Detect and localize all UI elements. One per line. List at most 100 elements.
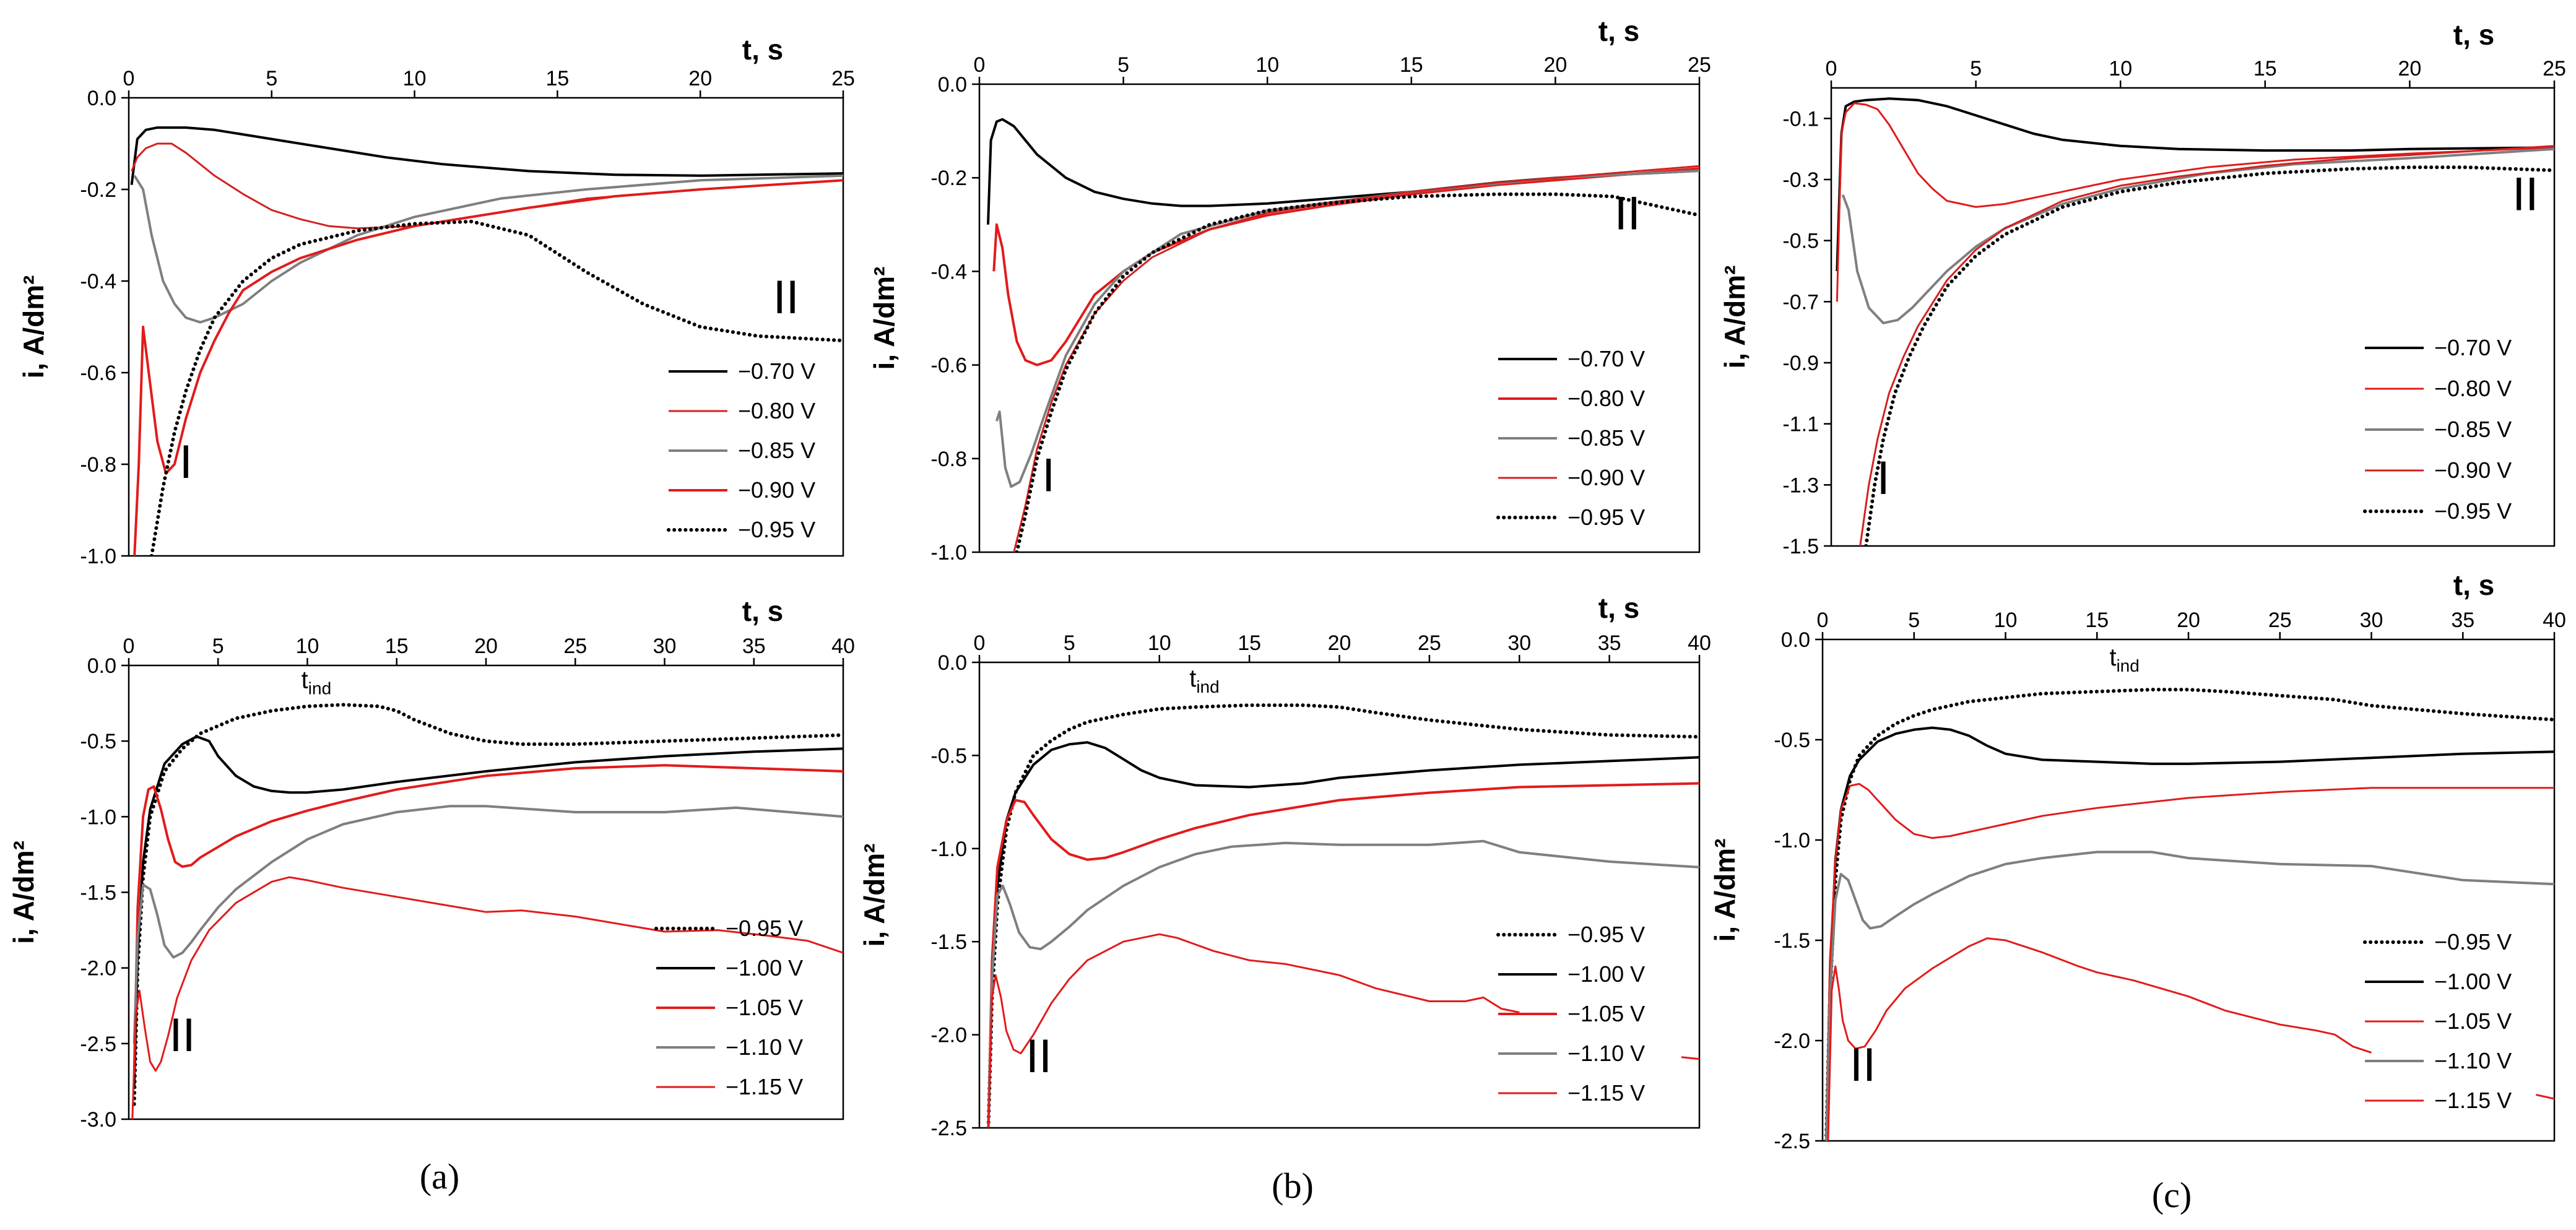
chart-b-top: 0 5 10 15 20 25 t, s 0.0 -0.2 -0.4 -0.6 -0.8 -1.0 i, … <box>868 15 1711 565</box>
y-tick-label: -2.5 <box>1774 1130 1810 1153</box>
x-tick-label: 0 <box>123 67 135 90</box>
y-tick-label: -0.4 <box>80 270 116 293</box>
x-axis-title: t, s <box>2453 569 2494 601</box>
legend-label: −0.85 V <box>2434 417 2512 442</box>
induction-time-subscript: ind <box>1196 677 1219 696</box>
x-tick-label: 25 <box>2543 57 2566 80</box>
series-line <box>987 933 1520 1128</box>
series-line <box>132 703 843 1106</box>
series-line <box>131 876 843 1119</box>
series-line <box>133 174 843 324</box>
y-tick-label: -0.8 <box>80 453 116 477</box>
y-tick-label: -0.2 <box>80 178 116 202</box>
legend-label: −1.00 V <box>2434 969 2512 994</box>
series-line <box>1864 165 2554 546</box>
series-line <box>130 126 843 185</box>
legend: −0.70 V −0.80 V −0.85 V −0.90 V −0.95 V <box>1496 346 1645 530</box>
x-tick-label: 15 <box>2253 57 2277 80</box>
x-axis-title: t, s <box>1598 15 1639 47</box>
legend-label: −1.05 V <box>1568 1001 1645 1026</box>
y-tick-label: -0.7 <box>1782 290 1819 314</box>
chart-c-bottom: 0 5 10 15 20 25 30 35 40 t, s 0.0 -0.5 -1.0 -1.5 -2.0 -… <box>1709 569 2566 1153</box>
x-axis-title: t, s <box>742 595 783 627</box>
legend-label: −0.95 V <box>2434 929 2512 955</box>
y-tick-label: -1.5 <box>80 881 116 905</box>
legend-label: −0.95 V <box>1568 505 1645 530</box>
x-tick-label: 10 <box>296 634 319 658</box>
y-tick-label: -1.5 <box>1782 535 1819 558</box>
legend-label: −0.95 V <box>2434 498 2512 524</box>
series-group <box>987 118 1699 552</box>
induction-time-subscript: ind <box>2116 656 2139 675</box>
x-tick-label: 10 <box>2109 57 2132 80</box>
y-tick-label: 0.0 <box>1781 628 1810 652</box>
series-line <box>1859 145 2554 546</box>
legend-label: −0.70 V <box>738 358 815 384</box>
series-line <box>1836 97 2554 272</box>
series-line <box>133 179 843 556</box>
series-line <box>1836 102 2554 302</box>
chart-a-bottom: 0 5 10 15 20 25 30 35 40 t, s 0.0 -0.5 -1.0 -1.5 -2.0 -… <box>7 595 855 1132</box>
chart-b-bottom: 0 5 10 15 20 25 30 35 40 t, s 0.0 -0.5 -1.0 -1.5 -2.0 -… <box>858 592 1711 1140</box>
induction-time-label: tind <box>2109 644 2140 675</box>
x-tick-label: 0 <box>123 634 135 658</box>
legend-label: −0.85 V <box>738 438 815 463</box>
x-tick-label: 40 <box>2543 609 2566 632</box>
y-tick-label: -1.0 <box>80 805 116 829</box>
legend-label: −0.70 V <box>1568 346 1645 371</box>
x-tick-label: 40 <box>831 634 855 658</box>
x-tick-label: 35 <box>1598 631 1621 655</box>
legend-label: −1.10 V <box>726 1034 803 1060</box>
x-tick-label: 20 <box>1328 631 1351 655</box>
y-tick-label: -1.0 <box>930 838 967 861</box>
region-label: I <box>180 436 193 488</box>
y-tick-label: -0.6 <box>930 354 967 378</box>
y-tick-label: 0.0 <box>938 651 967 675</box>
legend-label: −1.05 V <box>2434 1008 2512 1034</box>
y-axis-title: i, A/dm² <box>7 841 40 944</box>
y-tick-label: -0.5 <box>930 744 967 768</box>
legend-label: −1.10 V <box>2434 1048 2512 1073</box>
legend-label: −0.90 V <box>1568 465 1645 490</box>
y-tick-label: -0.1 <box>1782 107 1819 131</box>
y-tick-label: -1.5 <box>1774 929 1810 953</box>
region-label: II <box>1850 1039 1876 1091</box>
series-line <box>1825 782 2554 1141</box>
y-axis-title: i, A/dm² <box>1719 266 1751 369</box>
x-tick-label: 5 <box>1908 609 1920 632</box>
plot-frame <box>1830 87 2556 547</box>
y-tick-label: -0.8 <box>930 448 967 471</box>
y-tick-label: -0.5 <box>1774 729 1810 752</box>
x-tick-label: 5 <box>212 634 224 658</box>
legend-label: −1.00 V <box>1568 961 1645 987</box>
y-tick-label: -0.5 <box>1782 230 1819 253</box>
x-tick-label: 20 <box>2398 57 2421 80</box>
series-line <box>132 764 843 1074</box>
legend-label: −0.80 V <box>1568 386 1645 411</box>
x-tick-label: 25 <box>1418 631 1441 655</box>
legend-label: −1.10 V <box>1568 1041 1645 1066</box>
legend-label: −0.90 V <box>738 477 815 503</box>
legend-label: −1.15 V <box>1568 1080 1645 1106</box>
y-axis-title: i, A/dm² <box>858 844 890 947</box>
x-tick-label: 35 <box>2451 609 2474 632</box>
y-tick-label: -1.1 <box>1782 413 1819 436</box>
x-tick-label: 15 <box>1400 53 1423 77</box>
legend-label: −0.95 V <box>1568 922 1645 947</box>
x-tick-label: 20 <box>2177 609 2200 632</box>
y-tick-label: -1.0 <box>80 545 116 568</box>
series-line <box>1827 937 2372 1141</box>
x-tick-label: 25 <box>1688 53 1711 77</box>
x-tick-label: 25 <box>563 634 587 658</box>
legend: −0.70 V −0.80 V −0.85 V −0.90 V −0.95 V <box>667 358 815 542</box>
x-tick-label: 0 <box>974 631 986 655</box>
y-tick-label: -0.2 <box>930 167 967 190</box>
y-tick-label: -2.0 <box>80 957 116 981</box>
legend-label: −0.95 V <box>726 916 803 941</box>
x-tick-label: 10 <box>1148 631 1171 655</box>
y-tick-label: -0.6 <box>80 362 116 385</box>
series-line <box>1015 192 1699 552</box>
y-tick-label: -1.0 <box>930 541 967 565</box>
series-line <box>987 782 1699 1128</box>
x-tick-label: 15 <box>545 67 569 90</box>
